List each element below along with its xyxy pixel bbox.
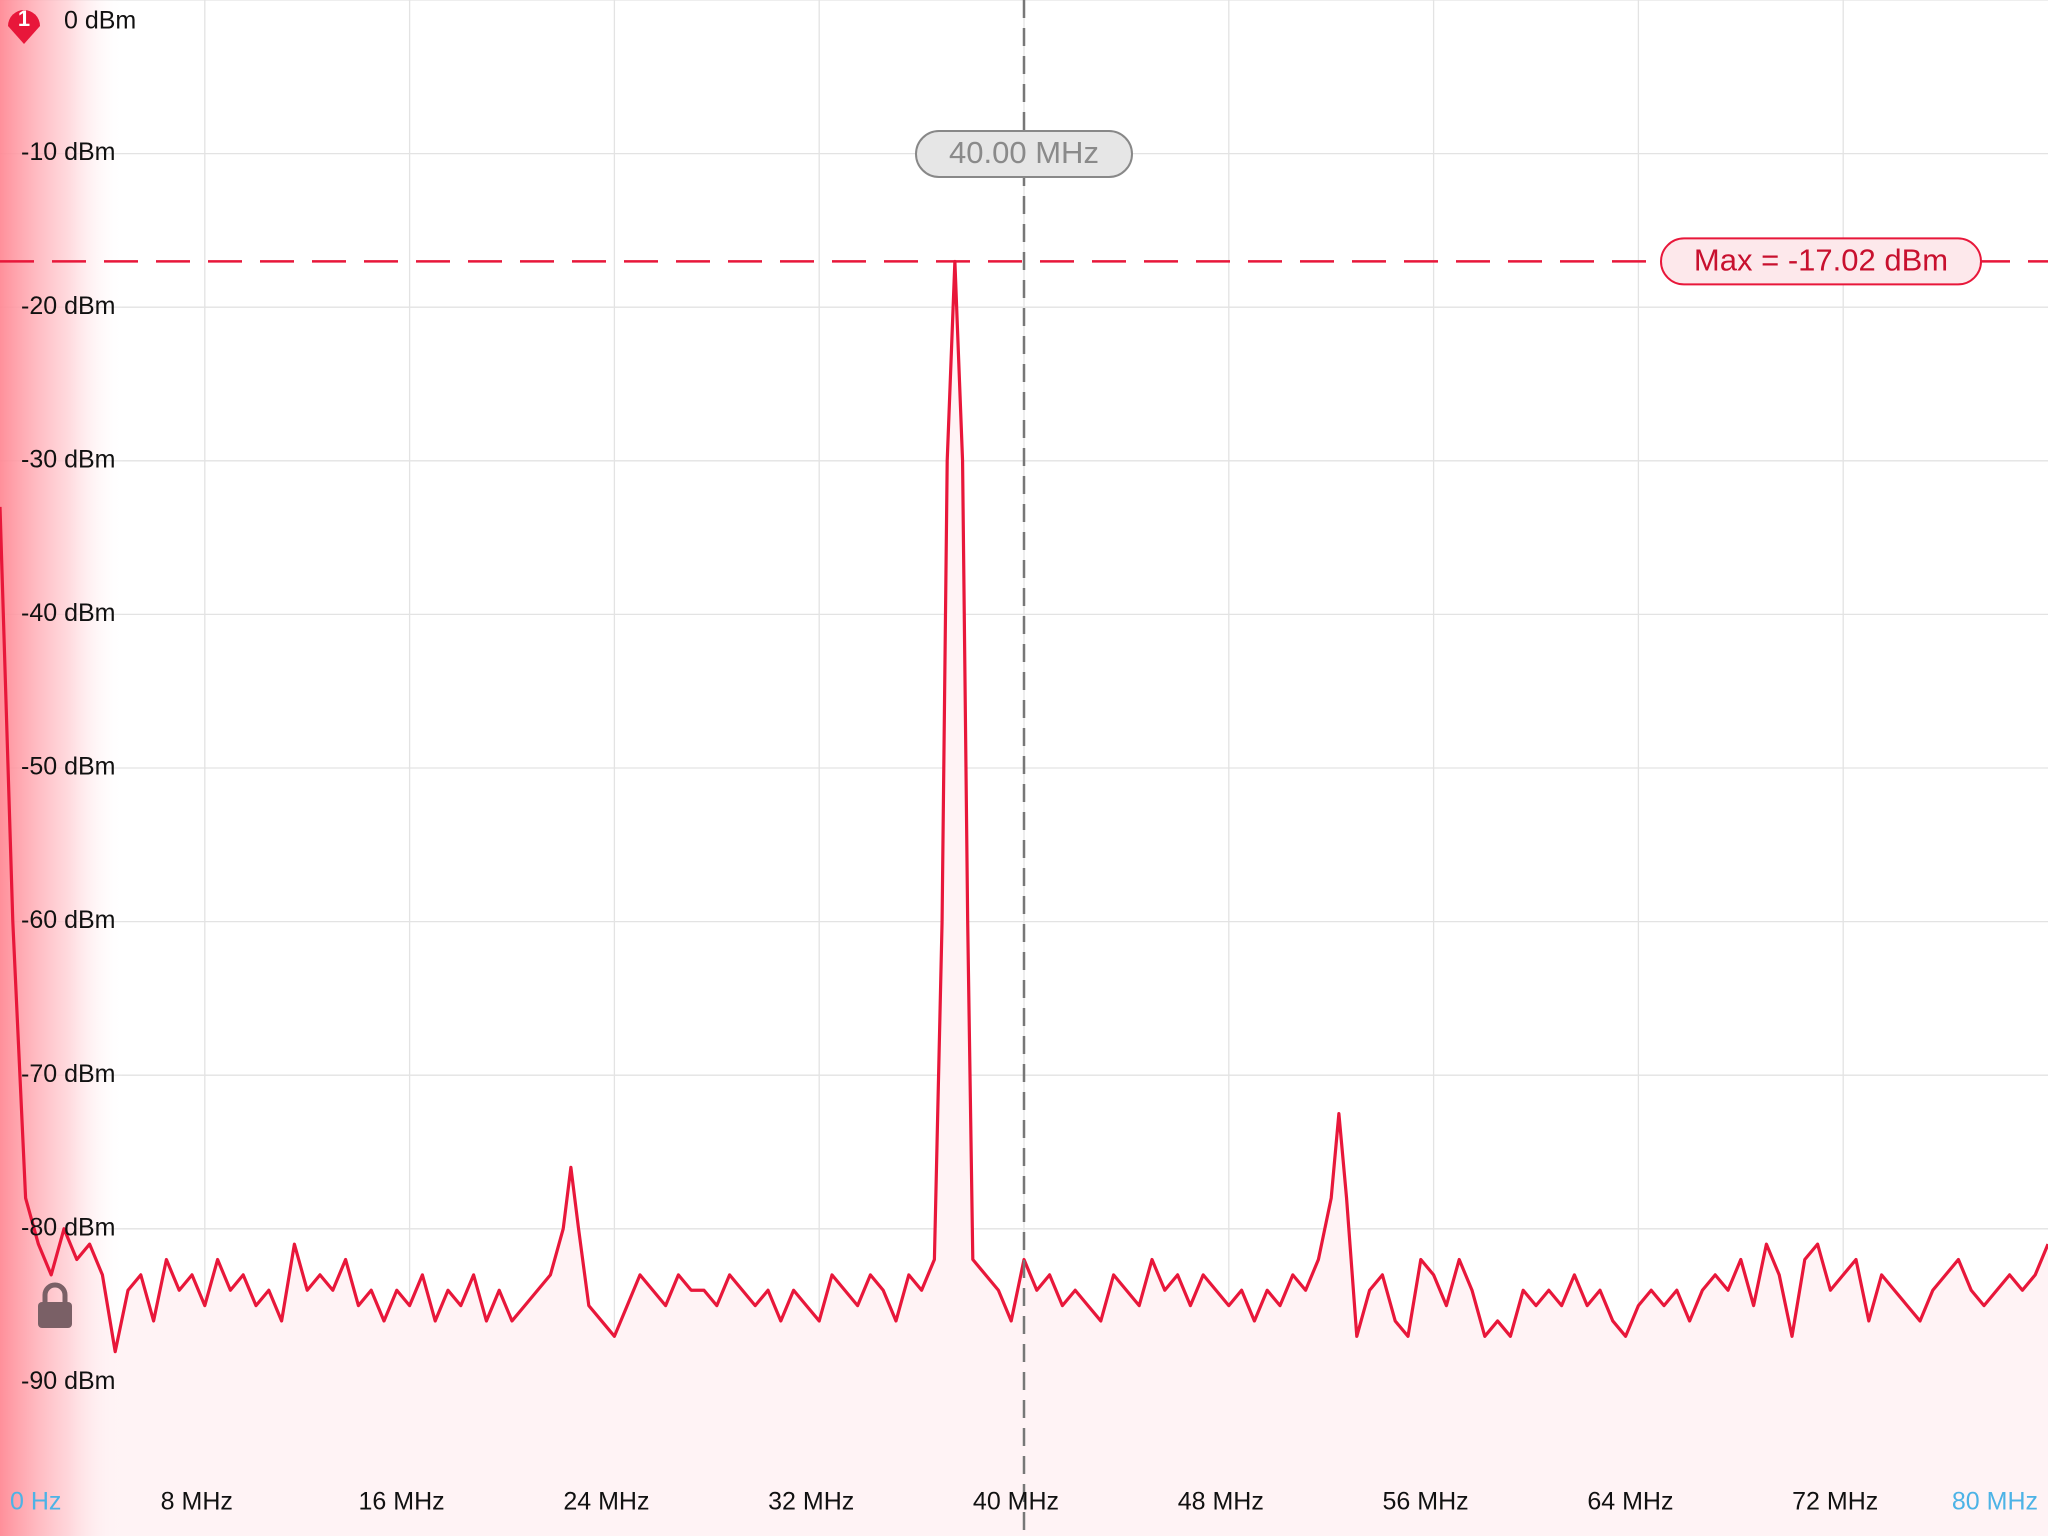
- y-tick-label: -30 dBm: [21, 445, 115, 473]
- y-tick-label: 0 dBm: [64, 7, 136, 35]
- max-label: Max = -17.02 dBm: [1694, 243, 1948, 278]
- x-tick-label: 8 MHz: [161, 1488, 233, 1516]
- y-tick-label: -90 dBm: [21, 1367, 115, 1395]
- y-tick-label: -60 dBm: [21, 906, 115, 934]
- x-tick-label: 24 MHz: [563, 1488, 649, 1516]
- cursor-box: [915, 130, 1133, 178]
- x-tick-label: 56 MHz: [1383, 1488, 1469, 1516]
- y-tick-label: -70 dBm: [21, 1060, 115, 1088]
- labels: 0 dBm -10 dBm -20 dBm -30 dBm -40 dBm -50 dBm…: [10, 7, 2038, 1516]
- spectrum-line: [0, 259, 2048, 1354]
- lock-shackle: [42, 1282, 68, 1303]
- x-tick-label: 32 MHz: [768, 1488, 854, 1516]
- plot-area: [0, 261, 2048, 1536]
- channel-badge: 1: [8, 6, 40, 44]
- y-tick-label: -50 dBm: [21, 753, 115, 781]
- x-tick-label: 40 MHz: [973, 1488, 1059, 1516]
- y-tick-label: -10 dBm: [21, 138, 115, 166]
- y-tick-label: -40 dBm: [21, 599, 115, 627]
- spectrum-area: [0, 261, 2048, 1536]
- y-tick-label: -80 dBm: [21, 1213, 115, 1241]
- lock-icon[interactable]: [38, 1282, 72, 1328]
- x-tick-label: 0 Hz: [10, 1488, 61, 1516]
- badge-text: 1: [18, 6, 30, 31]
- x-tick-label: 64 MHz: [1587, 1488, 1673, 1516]
- x-tick-label: 80 MHz: [1952, 1488, 2038, 1516]
- max-box: [1660, 237, 1982, 286]
- badge-shape: [8, 10, 40, 44]
- cursor-label: 40.00 MHz: [949, 135, 1099, 170]
- lock-body: [38, 1302, 72, 1328]
- y-tick-label: -20 dBm: [21, 292, 115, 320]
- x-tick-label: 16 MHz: [359, 1488, 445, 1516]
- x-tick-label: 48 MHz: [1178, 1488, 1264, 1516]
- x-tick-label: 72 MHz: [1792, 1488, 1878, 1516]
